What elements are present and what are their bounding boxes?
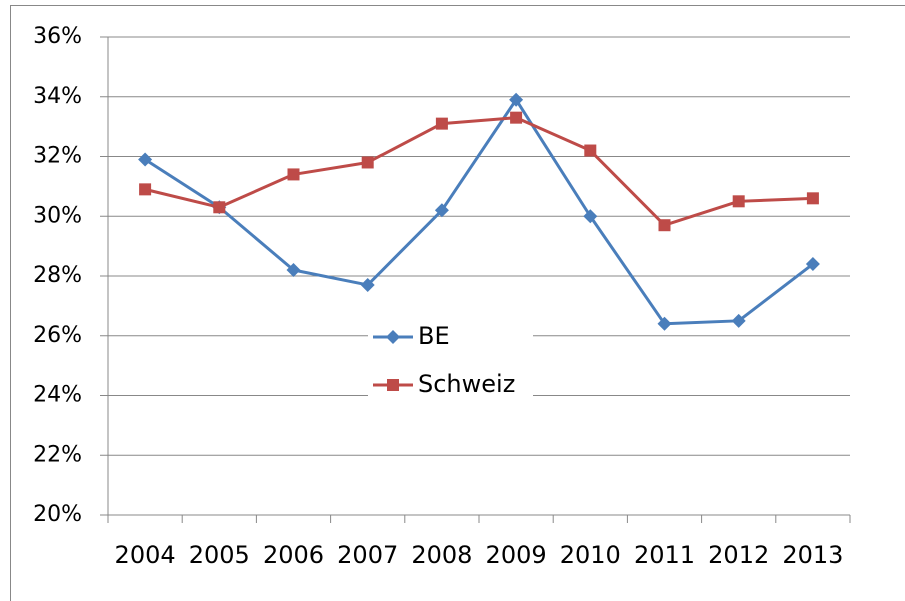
y-tick-label: 34% bbox=[33, 84, 82, 109]
data-point bbox=[584, 144, 597, 157]
y-tick-label: 30% bbox=[33, 203, 82, 228]
data-point bbox=[287, 168, 300, 181]
legend-key-marker bbox=[387, 379, 399, 391]
x-tick-label: 2007 bbox=[337, 541, 398, 569]
y-tick-label: 32% bbox=[33, 144, 82, 169]
x-tick-label: 2005 bbox=[189, 541, 250, 569]
data-point bbox=[731, 313, 746, 328]
data-point bbox=[139, 183, 152, 196]
x-tick-label: 2010 bbox=[560, 541, 621, 569]
data-point bbox=[805, 257, 820, 272]
x-tick-label: 2009 bbox=[486, 541, 547, 569]
data-point bbox=[213, 201, 226, 214]
data-point bbox=[361, 156, 374, 169]
x-tick-label: 2008 bbox=[411, 541, 472, 569]
y-tick-label: 24% bbox=[33, 383, 82, 408]
data-point bbox=[434, 203, 449, 218]
chart-frame bbox=[10, 5, 905, 601]
data-point bbox=[657, 316, 672, 331]
data-point bbox=[806, 192, 819, 205]
legend-box bbox=[368, 313, 533, 413]
data-point bbox=[509, 92, 524, 107]
legend-label: Schweiz bbox=[418, 370, 515, 398]
data-point bbox=[583, 209, 598, 224]
x-tick-label: 2013 bbox=[782, 541, 843, 569]
y-tick-label: 28% bbox=[33, 263, 82, 288]
y-tick-label: 36% bbox=[33, 24, 82, 49]
data-point bbox=[286, 263, 301, 278]
series-line bbox=[144, 98, 814, 326]
x-tick-label: 2011 bbox=[634, 541, 695, 569]
y-tick-label: 22% bbox=[33, 442, 82, 467]
legend-key-marker bbox=[386, 330, 400, 344]
data-point bbox=[658, 219, 671, 232]
y-tick-label: 20% bbox=[33, 502, 82, 527]
x-tick-label: 2012 bbox=[708, 541, 769, 569]
x-tick-label: 2006 bbox=[263, 541, 324, 569]
legend-label: BE bbox=[418, 322, 450, 350]
data-point bbox=[510, 111, 523, 124]
data-point bbox=[732, 195, 745, 208]
y-tick-label: 26% bbox=[33, 323, 82, 348]
data-point bbox=[435, 117, 448, 130]
data-point bbox=[360, 277, 375, 292]
series-line bbox=[144, 116, 813, 227]
x-tick-label: 2004 bbox=[115, 541, 176, 569]
data-point bbox=[138, 152, 153, 167]
